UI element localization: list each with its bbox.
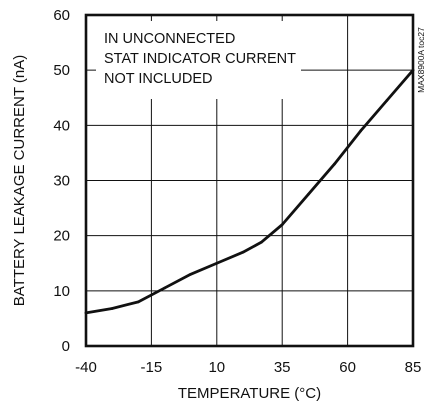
data-point bbox=[137, 300, 140, 304]
y-ticks: 0 10 20 30 40 50 60 bbox=[53, 7, 70, 355]
data-point bbox=[163, 286, 166, 290]
annotation-layer: IN UNCONNECTED STAT INDICATOR CURRENT NOT … bbox=[96, 21, 301, 99]
x-tick-label: -15 bbox=[141, 359, 163, 376]
y-tick-label: 0 bbox=[62, 338, 70, 355]
annotation-line: STAT INDICATOR CURRENT bbox=[104, 51, 296, 67]
x-tick-label: 10 bbox=[208, 359, 225, 376]
x-tick-label: 35 bbox=[274, 359, 291, 376]
data-point bbox=[241, 250, 245, 254]
y-tick-label: 30 bbox=[53, 173, 70, 190]
x-tick-label: 85 bbox=[405, 359, 422, 376]
x-tick-label: 60 bbox=[339, 359, 356, 376]
data-point bbox=[189, 272, 192, 276]
data-point bbox=[385, 99, 389, 102]
y-tick-label: 50 bbox=[53, 62, 70, 79]
data-point bbox=[110, 307, 114, 310]
data-point bbox=[215, 261, 219, 265]
y-axis-label: BATTERY LEAKAGE CURRENT (nA) bbox=[11, 55, 28, 306]
data-point bbox=[359, 129, 362, 133]
x-ticks: -40 -15 10 35 60 85 bbox=[75, 359, 421, 376]
data-point bbox=[307, 192, 310, 196]
y-tick-label: 10 bbox=[53, 283, 70, 300]
y-tick-label: 60 bbox=[53, 7, 70, 24]
annotation-box bbox=[96, 21, 301, 99]
y-tick-label: 20 bbox=[53, 228, 70, 245]
data-point bbox=[333, 162, 336, 166]
plot-frame bbox=[84, 13, 415, 348]
annotation-line: NOT INCLUDED bbox=[104, 71, 213, 87]
y-tick-label: 40 bbox=[53, 117, 70, 134]
chart-side-label: MAX8900A toc27 bbox=[416, 27, 426, 93]
x-tick-label: -40 bbox=[75, 359, 97, 376]
leakage-current-line bbox=[84, 68, 415, 315]
annotation-line: IN UNCONNECTED bbox=[104, 31, 235, 47]
x-axis-label: TEMPERATURE (°C) bbox=[178, 385, 321, 402]
data-point bbox=[280, 223, 284, 226]
data-point bbox=[259, 240, 263, 244]
